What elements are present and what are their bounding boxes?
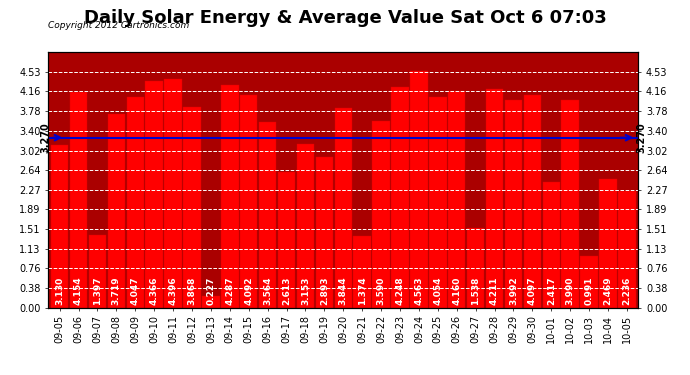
Text: 4.092: 4.092 (244, 276, 253, 305)
Bar (600, 179, 617, 308)
Text: 4.097: 4.097 (528, 276, 537, 305)
Text: 3.868: 3.868 (188, 276, 197, 305)
Bar (580, 256, 598, 307)
Text: 3.990: 3.990 (566, 276, 575, 305)
Text: 3.270: 3.270 (636, 122, 647, 153)
Bar (221, 85, 239, 308)
Bar (335, 108, 352, 308)
Text: 3.130: 3.130 (55, 277, 64, 305)
Bar (353, 236, 371, 308)
Bar (505, 100, 522, 308)
Text: 4.160: 4.160 (452, 276, 461, 305)
Bar (524, 95, 541, 308)
Text: 4.154: 4.154 (74, 276, 83, 305)
Bar (89, 235, 106, 308)
Bar (278, 172, 295, 308)
Text: 3.153: 3.153 (301, 276, 310, 305)
Bar (562, 100, 579, 308)
Bar (51, 145, 68, 308)
Bar (448, 92, 466, 308)
Bar (467, 228, 484, 308)
Text: 2.613: 2.613 (282, 276, 291, 305)
Text: 4.248: 4.248 (395, 276, 404, 305)
Bar (373, 121, 390, 308)
Text: 3.719: 3.719 (112, 276, 121, 305)
Bar (259, 122, 276, 308)
Text: Daily Solar Energy & Average Value Sat Oct 6 07:03: Daily Solar Energy & Average Value Sat O… (83, 9, 607, 27)
Bar (429, 97, 446, 308)
Text: 3.992: 3.992 (509, 276, 518, 305)
Text: 1.374: 1.374 (357, 276, 366, 305)
Bar (202, 296, 219, 307)
Bar (108, 114, 125, 308)
Bar (146, 81, 163, 308)
Bar (315, 157, 333, 308)
Bar (391, 87, 408, 308)
Bar (126, 98, 144, 308)
Text: 4.211: 4.211 (490, 276, 499, 305)
Text: 3.590: 3.590 (377, 276, 386, 305)
Text: 2.893: 2.893 (320, 276, 329, 305)
Text: Daily  ($): Daily ($) (575, 22, 626, 32)
Text: 1.397: 1.397 (93, 276, 102, 305)
Text: 0.991: 0.991 (584, 276, 593, 305)
Text: 4.047: 4.047 (131, 276, 140, 305)
Text: 3.844: 3.844 (339, 276, 348, 305)
Bar (164, 79, 181, 308)
Text: 3.564: 3.564 (263, 276, 272, 305)
Bar (542, 182, 560, 308)
Text: 3.270: 3.270 (40, 122, 50, 153)
Text: 4.287: 4.287 (226, 276, 235, 305)
Text: 0.227: 0.227 (206, 276, 215, 305)
Text: Average  ($): Average ($) (457, 22, 526, 32)
Bar (486, 89, 503, 308)
Bar (240, 95, 257, 308)
Text: 4.054: 4.054 (433, 276, 442, 305)
Bar (411, 70, 428, 308)
Text: 4.366: 4.366 (150, 276, 159, 305)
Text: 2.236: 2.236 (622, 276, 631, 305)
Bar (70, 92, 87, 308)
Text: 2.417: 2.417 (546, 276, 555, 305)
Text: 4.563: 4.563 (415, 276, 424, 305)
Text: 1.538: 1.538 (471, 276, 480, 305)
Bar (618, 191, 635, 308)
Text: Copyright 2012 Cartronics.com: Copyright 2012 Cartronics.com (48, 21, 190, 30)
Bar (297, 144, 314, 308)
Text: 2.469: 2.469 (604, 276, 613, 305)
Bar (184, 106, 201, 308)
Text: 4.396: 4.396 (168, 276, 177, 305)
